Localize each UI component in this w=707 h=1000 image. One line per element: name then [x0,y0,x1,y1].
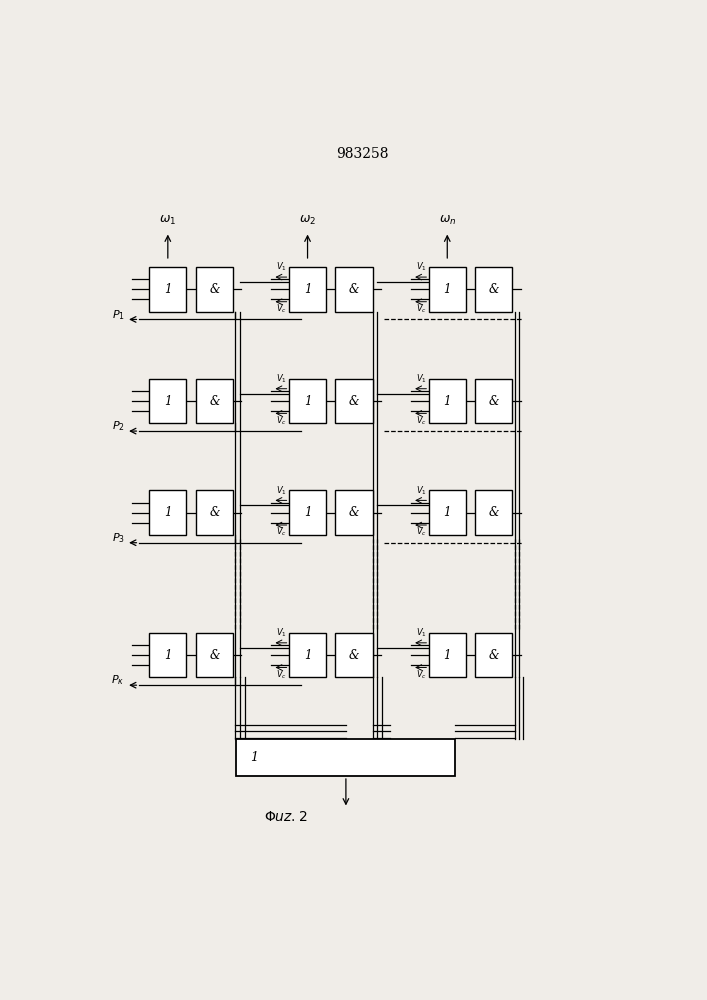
Bar [196,633,233,677]
Bar [428,267,466,312]
Bar [428,633,466,677]
Text: $V_1$: $V_1$ [416,261,427,273]
Bar [428,490,466,535]
Text: 1: 1 [250,751,258,764]
Bar [149,490,187,535]
Text: $\omega_1$: $\omega_1$ [159,214,177,227]
Text: $V_c$: $V_c$ [276,668,287,681]
Text: &: & [209,395,220,408]
Text: &: & [489,506,499,519]
Text: &: & [209,506,220,519]
Text: $V_1$: $V_1$ [276,261,287,273]
Bar [475,267,513,312]
Bar [289,633,326,677]
Text: &: & [209,283,220,296]
Text: $V_c$: $V_c$ [416,668,427,681]
Bar [149,633,187,677]
Bar [289,490,326,535]
Text: $P_1$: $P_1$ [112,308,124,322]
Text: 1: 1 [304,395,311,408]
Text: &: & [489,649,499,662]
Bar [149,379,187,423]
Bar [149,267,187,312]
Text: $V_1$: $V_1$ [276,484,287,497]
Text: 1: 1 [304,649,311,662]
Text: &: & [209,649,220,662]
Text: $V_c$: $V_c$ [416,526,427,538]
Text: $V_1$: $V_1$ [416,626,427,639]
Bar [336,267,373,312]
Bar [428,379,466,423]
Bar [475,633,513,677]
Text: 1: 1 [164,649,172,662]
Text: $V_c$: $V_c$ [276,526,287,538]
Text: $\omega_n$: $\omega_n$ [438,214,456,227]
Text: $V_c$: $V_c$ [276,302,287,315]
Text: $\Phi u\mathit{z}.2$: $\Phi u\mathit{z}.2$ [264,810,308,824]
Text: $P_3$: $P_3$ [112,531,124,545]
Bar [196,379,233,423]
Text: 1: 1 [304,506,311,519]
Text: &: & [489,283,499,296]
Bar [289,379,326,423]
Text: $P_2$: $P_2$ [112,420,124,433]
Text: &: & [349,283,359,296]
Text: $V_c$: $V_c$ [416,414,427,427]
Bar [196,267,233,312]
Text: $V_c$: $V_c$ [416,302,427,315]
Text: $V_c$: $V_c$ [276,414,287,427]
Text: 1: 1 [164,506,172,519]
Text: 1: 1 [443,506,451,519]
Text: $V_1$: $V_1$ [416,372,427,385]
Text: 983258: 983258 [336,147,389,161]
Bar [289,267,326,312]
Text: &: & [489,395,499,408]
Text: $V_1$: $V_1$ [276,372,287,385]
Bar [336,490,373,535]
Text: &: & [349,649,359,662]
Text: 1: 1 [443,283,451,296]
Text: 1: 1 [164,395,172,408]
Text: 1: 1 [164,283,172,296]
Text: $V_1$: $V_1$ [416,484,427,497]
Bar [236,739,455,776]
Bar [196,490,233,535]
Text: $V_1$: $V_1$ [276,626,287,639]
Bar [336,633,373,677]
Bar [475,490,513,535]
Text: &: & [349,395,359,408]
Bar [336,379,373,423]
Text: 1: 1 [443,395,451,408]
Bar [475,379,513,423]
Text: 1: 1 [443,649,451,662]
Text: $P_\kappa$: $P_\kappa$ [111,674,124,687]
Text: 1: 1 [304,283,311,296]
Text: &: & [349,506,359,519]
Text: $\omega_2$: $\omega_2$ [299,214,316,227]
